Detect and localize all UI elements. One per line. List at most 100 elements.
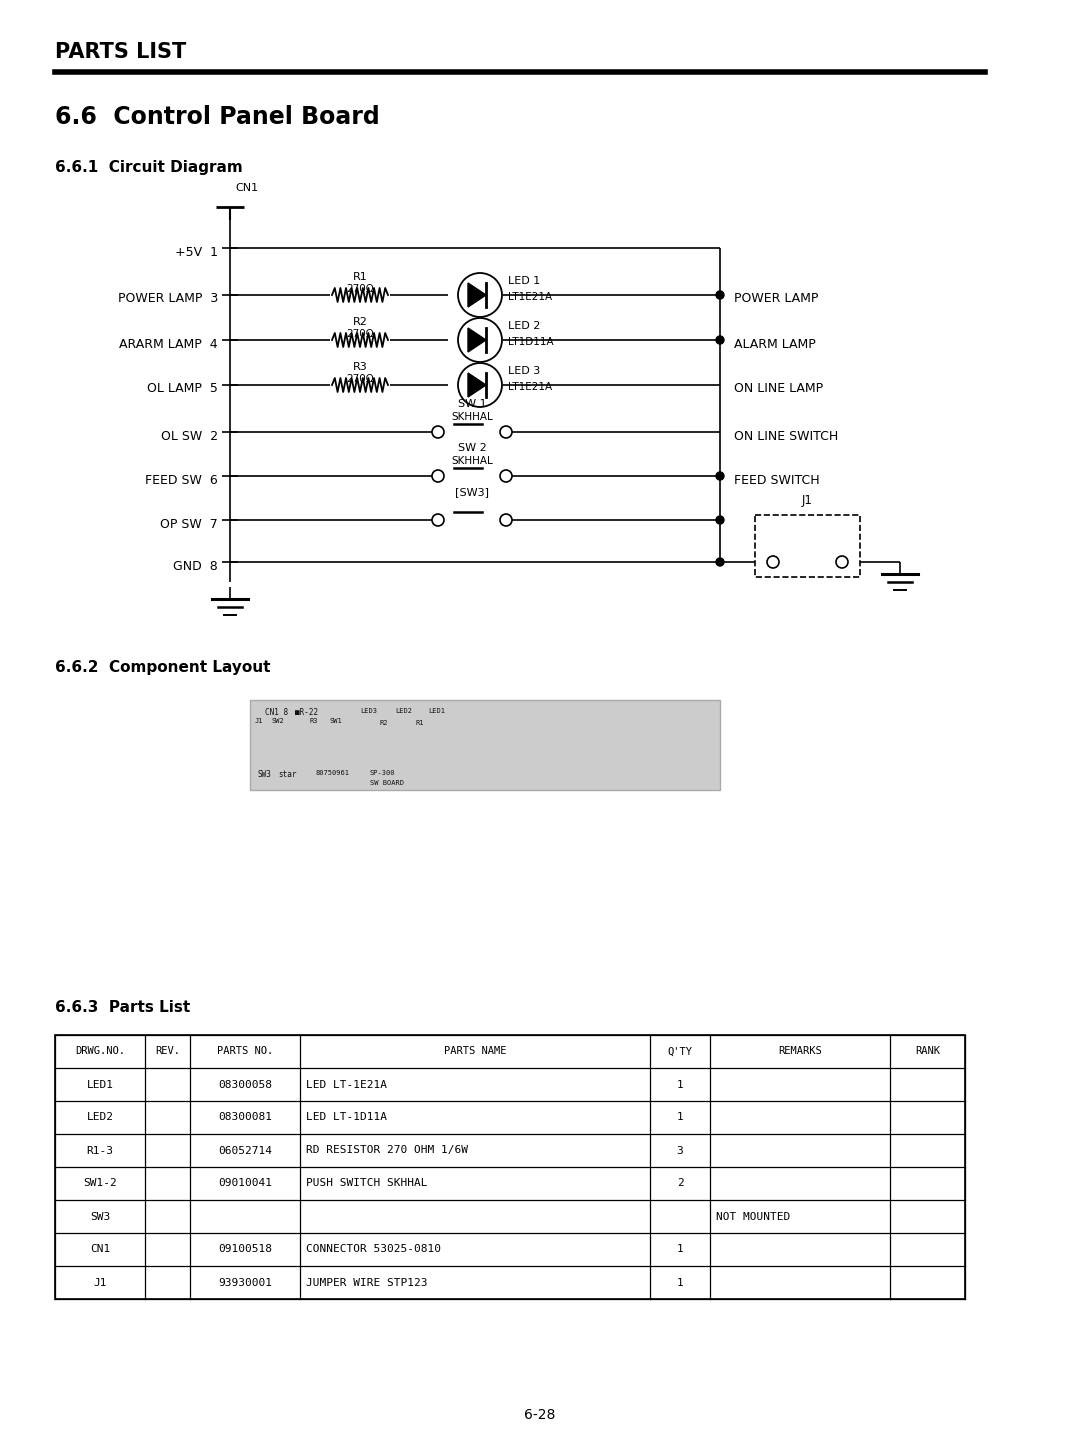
Text: FEED SW  6: FEED SW 6 [145,473,218,486]
Text: FEED SWITCH: FEED SWITCH [734,473,820,486]
Circle shape [500,426,512,437]
Text: OL SW  2: OL SW 2 [161,429,218,443]
Text: J1: J1 [802,494,813,507]
Text: LED LT-1E21A: LED LT-1E21A [306,1079,387,1089]
Text: J1: J1 [93,1278,107,1288]
Text: 6-28: 6-28 [524,1407,556,1422]
Text: LT1E21A: LT1E21A [508,292,552,302]
Circle shape [458,363,502,407]
Text: 1: 1 [677,1245,684,1255]
Text: 09010041: 09010041 [218,1179,272,1189]
Text: PARTS NO.: PARTS NO. [217,1046,273,1056]
Bar [755,515,860,577]
Text: JUMPER WIRE STP123: JUMPER WIRE STP123 [306,1278,428,1288]
Text: 270Ω: 270Ω [347,283,374,294]
Text: star: star [278,770,297,778]
Text: R2: R2 [352,317,367,327]
Text: ON LINE LAMP: ON LINE LAMP [734,383,823,396]
Text: ■R-22: ■R-22 [295,708,319,717]
Text: LED1: LED1 [86,1079,113,1089]
Text: SW2: SW2 [272,718,285,724]
Text: Q'TY: Q'TY [667,1046,692,1056]
Text: OL LAMP  5: OL LAMP 5 [147,383,218,396]
Text: R3: R3 [310,718,319,724]
Text: LED1: LED1 [428,708,445,714]
Text: RANK: RANK [915,1046,940,1056]
Text: R3: R3 [353,363,367,373]
Circle shape [716,517,724,524]
Circle shape [432,514,444,527]
Text: CN1 8: CN1 8 [265,708,288,717]
Text: POWER LAMP  3: POWER LAMP 3 [118,292,218,305]
Text: LED2: LED2 [86,1112,113,1122]
Circle shape [716,558,724,566]
Text: LT1D11A: LT1D11A [508,337,554,347]
Text: ON LINE SWITCH: ON LINE SWITCH [734,429,838,443]
Circle shape [500,471,512,482]
Text: 1: 1 [677,1278,684,1288]
Text: ALARM LAMP: ALARM LAMP [734,338,815,351]
Text: DRWG.NO.: DRWG.NO. [75,1046,125,1056]
Text: LT1E21A: LT1E21A [508,381,552,391]
Text: 93930001: 93930001 [218,1278,272,1288]
Text: SW 2: SW 2 [458,443,486,453]
Circle shape [432,471,444,482]
Text: R1: R1 [415,720,423,727]
Text: 06052714: 06052714 [218,1145,272,1156]
Text: 270Ω: 270Ω [347,330,374,340]
Circle shape [716,291,724,299]
Text: SW3: SW3 [258,770,272,778]
Text: REMARKS: REMARKS [778,1046,822,1056]
Text: 3: 3 [677,1145,684,1156]
Text: RD RESISTOR 270 OHM 1/6W: RD RESISTOR 270 OHM 1/6W [306,1145,468,1156]
Text: SW1-2: SW1-2 [83,1179,117,1189]
Text: LED LT-1D11A: LED LT-1D11A [306,1112,387,1122]
Text: NOT MOUNTED: NOT MOUNTED [716,1212,791,1222]
Text: PARTS NAME: PARTS NAME [444,1046,507,1056]
Text: CN1: CN1 [235,183,258,193]
Bar [249,699,720,790]
Text: GND  8: GND 8 [173,560,218,573]
Text: 6.6.2  Component Layout: 6.6.2 Component Layout [55,661,270,675]
Text: R1-3: R1-3 [86,1145,113,1156]
Text: SW 1: SW 1 [458,399,486,409]
Text: REV.: REV. [156,1046,180,1056]
Text: R2: R2 [380,720,389,727]
Circle shape [716,472,724,481]
Circle shape [500,514,512,527]
Text: R1: R1 [353,272,367,282]
Polygon shape [468,373,486,397]
Text: 08300058: 08300058 [218,1079,272,1089]
Polygon shape [468,283,486,307]
Text: CN1: CN1 [90,1245,110,1255]
Text: 6.6.1  Circuit Diagram: 6.6.1 Circuit Diagram [55,160,243,176]
Circle shape [767,555,779,568]
Text: LED 1: LED 1 [508,276,540,286]
Text: SW1: SW1 [330,718,342,724]
Text: SP-300: SP-300 [370,770,395,776]
Text: 270Ω: 270Ω [347,374,374,384]
Circle shape [458,273,502,317]
Text: PARTS LIST: PARTS LIST [55,42,186,62]
Text: LED 2: LED 2 [508,321,540,331]
Text: 6.6.3  Parts List: 6.6.3 Parts List [55,1000,190,1014]
Bar [55,1035,966,1299]
Text: PUSH SWITCH SKHHAL: PUSH SWITCH SKHHAL [306,1179,428,1189]
Text: SKHHAL: SKHHAL [451,412,492,422]
Text: LED 3: LED 3 [508,366,540,376]
Text: LED3: LED3 [360,708,377,714]
Text: SKHHAL: SKHHAL [451,456,492,466]
Text: CONNECTOR 53025-0810: CONNECTOR 53025-0810 [306,1245,441,1255]
Text: POWER LAMP: POWER LAMP [734,292,819,305]
Circle shape [432,426,444,437]
Circle shape [716,335,724,344]
Circle shape [458,318,502,363]
Text: ARARM LAMP  4: ARARM LAMP 4 [120,338,218,351]
Text: 08300081: 08300081 [218,1112,272,1122]
Circle shape [836,555,848,568]
Text: J1: J1 [255,718,264,724]
Text: [SW3]: [SW3] [455,486,489,496]
Text: 09100518: 09100518 [218,1245,272,1255]
Text: 1: 1 [677,1079,684,1089]
Text: SW BOARD: SW BOARD [370,780,404,786]
